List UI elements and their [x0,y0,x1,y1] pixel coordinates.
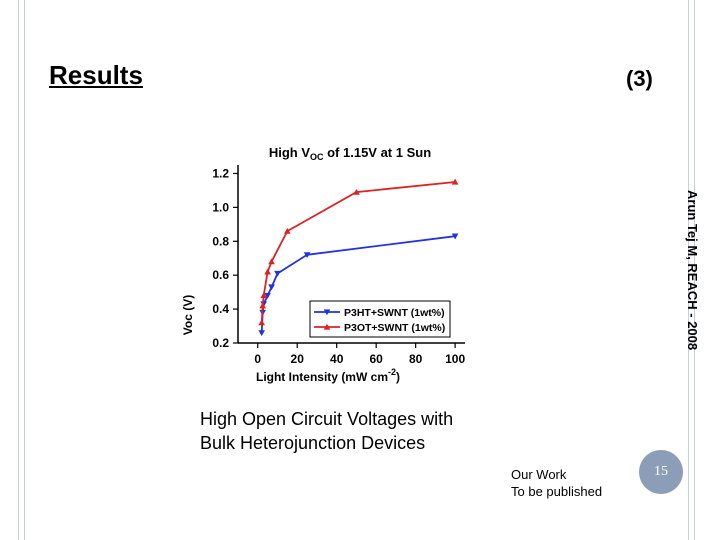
border-line-left-1 [18,0,19,540]
series-2-point [258,319,265,326]
publication-note: Our Work To be published [511,466,602,500]
x-axis-label: Light Intensity (mW cm-2) [256,367,400,384]
caption: High Open Circuit Voltages with Bulk Het… [200,407,520,455]
y-axis-label: Voc (V) [181,295,195,335]
x-tick-label: 100 [445,352,465,366]
series-1-point [264,292,271,299]
series-2-point [264,268,271,275]
author-side-text: Arun Tej M, REACH - 2008 [685,190,700,351]
page-number-badge: 15 [639,450,683,494]
section-label: (3) [626,66,653,91]
legend-label-1: P3HT+SWNT (1wt%) [344,307,445,319]
series-2-point [353,188,360,195]
series-2-point [259,302,266,309]
x-tick-label: 40 [330,352,344,366]
y-tick-label: 0.6 [212,268,229,282]
y-tick-label: 1.2 [212,166,229,180]
caption-line-2: Bulk Heterojunction Devices [200,433,426,453]
series-2-point [268,258,275,265]
series-1-point [303,252,311,259]
border-line-right-2 [694,0,695,540]
chart-title: High VOC of 1.15V at 1 Sun [269,145,431,162]
series-2-point [284,227,291,234]
legend: P3HT+SWNT (1wt%) P3OT+SWNT (1wt%) [309,300,451,338]
note-line-2: To be published [511,484,603,499]
legend-label-2: P3OT+SWNT (1wt%) [344,322,445,334]
caption-line-1: High Open Circuit Voltages with [200,409,454,429]
x-tick-label: 60 [369,352,383,366]
series-1-point [451,233,459,240]
y-tick-label: 0.4 [212,302,229,316]
x-tick-label: 20 [291,352,305,366]
x-tick-label: 80 [409,352,423,366]
axes [237,165,465,344]
border-line-left-2 [24,0,25,540]
y-tick-label: 1.0 [212,200,229,214]
x-tick-label: 0 [254,352,261,366]
note-line-1: Our Work [511,467,567,482]
legend-marker-2 [323,323,331,330]
series-2-point [451,178,459,185]
series-1-point [258,330,265,337]
plot-area [258,178,459,337]
y-tick-label: 0.8 [212,234,229,248]
series-2-point [260,292,267,299]
y-ticks: 0.2 0.4 0.6 0.8 1.0 1.2 [212,166,238,350]
slide-title: Results [49,60,143,90]
x-ticks: 0 20 40 60 80 100 [254,343,465,366]
border-line-right-1 [688,0,689,540]
legend-box [309,300,451,338]
y-tick-label: 0.2 [212,336,229,350]
legend-marker-1 [323,309,331,316]
voc-chart: High VOC of 1.15V at 1 Sun 0.2 0.4 0.6 0.8 1… [181,145,465,384]
series-1-point [274,270,281,277]
series-1-point [268,284,275,291]
